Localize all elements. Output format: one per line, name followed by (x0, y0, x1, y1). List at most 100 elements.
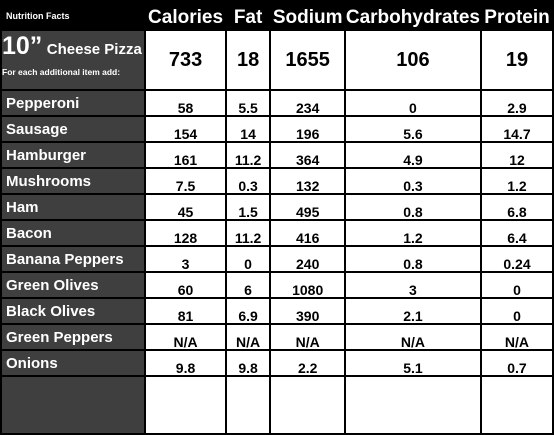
topping-row: Green Olives 60 6 1080 3 0 (2, 273, 552, 297)
topping-fat: 5.5 (226, 91, 270, 115)
topping-name: Sausage (2, 117, 145, 141)
column-header-protein: Protein (481, 2, 552, 29)
topping-fat: 6 (226, 273, 270, 297)
topping-protein: 0 (481, 273, 552, 297)
topping-sodium: 1080 (271, 273, 344, 297)
topping-calories: 9.8 (146, 351, 225, 375)
topping-sodium: 196 (271, 117, 344, 141)
topping-fat: 11.2 (226, 143, 270, 167)
topping-carbohydrates: N/A (345, 325, 480, 349)
topping-name: Pepperoni (2, 91, 145, 115)
empty-cell (146, 377, 225, 433)
topping-row: Hamburger 161 11.2 364 4.9 12 (2, 143, 552, 167)
topping-carbohydrates: 5.1 (345, 351, 480, 375)
topping-calories: 161 (146, 143, 225, 167)
topping-row: Ham 45 1.5 495 0.8 6.8 (2, 195, 552, 219)
topping-calories: 154 (146, 117, 225, 141)
pizza-protein: 19 (481, 31, 552, 89)
column-header-carbohydrates: Carbohydrates (345, 2, 480, 29)
topping-fat: 11.2 (226, 221, 270, 245)
topping-protein: 0.7 (481, 351, 552, 375)
pizza-fat: 18 (226, 31, 270, 89)
topping-carbohydrates: 1.2 (345, 221, 480, 245)
topping-fat: 0.3 (226, 169, 270, 193)
topping-protein: 2.9 (481, 91, 552, 115)
topping-row: Green Peppers N/A N/A N/A N/A N/A (2, 325, 552, 349)
topping-fat: 9.8 (226, 351, 270, 375)
topping-protein: 6.4 (481, 221, 552, 245)
topping-row: Black Olives 81 6.9 390 2.1 0 (2, 299, 552, 323)
topping-name: Mushrooms (2, 169, 145, 193)
topping-carbohydrates: 2.1 (345, 299, 480, 323)
topping-fat: N/A (226, 325, 270, 349)
empty-label-cell (2, 377, 145, 433)
topping-protein: 0 (481, 299, 552, 323)
topping-name: Bacon (2, 221, 145, 245)
topping-sodium: 364 (271, 143, 344, 167)
column-header-fat: Fat (226, 2, 270, 29)
topping-carbohydrates: 0.3 (345, 169, 480, 193)
topping-carbohydrates: 5.6 (345, 117, 480, 141)
topping-sodium: 416 (271, 221, 344, 245)
topping-protein: 6.8 (481, 195, 552, 219)
topping-row: Mushrooms 7.5 0.3 132 0.3 1.2 (2, 169, 552, 193)
column-header-sodium: Sodium (271, 2, 344, 29)
topping-calories: 3 (146, 247, 225, 271)
nutrition-facts-title: Nutrition Facts (2, 2, 145, 29)
topping-protein: 1.2 (481, 169, 552, 193)
topping-sodium: 234 (271, 91, 344, 115)
topping-name: Green Olives (2, 273, 145, 297)
topping-sodium: 390 (271, 299, 344, 323)
column-header-calories: Calories (146, 2, 225, 29)
topping-sodium: 2.2 (271, 351, 344, 375)
pizza-sodium: 1655 (271, 31, 344, 89)
topping-calories: N/A (146, 325, 225, 349)
topping-carbohydrates: 0.8 (345, 195, 480, 219)
topping-protein: 0.24 (481, 247, 552, 271)
topping-calories: 45 (146, 195, 225, 219)
cheese-pizza-row: 10” Cheese Pizza For each additional ite… (2, 31, 552, 89)
topping-name: Hamburger (2, 143, 145, 167)
topping-name: Banana Peppers (2, 247, 145, 271)
pizza-size: 10” (2, 32, 43, 60)
topping-fat: 1.5 (226, 195, 270, 219)
topping-carbohydrates: 0 (345, 91, 480, 115)
topping-row: Pepperoni 58 5.5 234 0 2.9 (2, 91, 552, 115)
topping-fat: 14 (226, 117, 270, 141)
topping-calories: 58 (146, 91, 225, 115)
topping-row: Onions 9.8 9.8 2.2 5.1 0.7 (2, 351, 552, 375)
topping-protein: 14.7 (481, 117, 552, 141)
topping-sodium: N/A (271, 325, 344, 349)
topping-protein: N/A (481, 325, 552, 349)
topping-calories: 7.5 (146, 169, 225, 193)
cheese-pizza-label: 10” Cheese Pizza For each additional ite… (2, 31, 145, 89)
topping-name: Onions (2, 351, 145, 375)
topping-sodium: 495 (271, 195, 344, 219)
topping-calories: 60 (146, 273, 225, 297)
topping-fat: 0 (226, 247, 270, 271)
pizza-name: Cheese Pizza (46, 41, 142, 58)
empty-cell (226, 377, 270, 433)
topping-carbohydrates: 3 (345, 273, 480, 297)
empty-row (2, 377, 552, 433)
topping-fat: 6.9 (226, 299, 270, 323)
topping-calories: 81 (146, 299, 225, 323)
empty-cell (345, 377, 480, 433)
topping-name: Ham (2, 195, 145, 219)
topping-carbohydrates: 0.8 (345, 247, 480, 271)
topping-row: Sausage 154 14 196 5.6 14.7 (2, 117, 552, 141)
topping-row: Bacon 128 11.2 416 1.2 6.4 (2, 221, 552, 245)
topping-row: Banana Peppers 3 0 240 0.8 0.24 (2, 247, 552, 271)
topping-carbohydrates: 4.9 (345, 143, 480, 167)
pizza-carbohydrates: 106 (345, 31, 480, 89)
topping-name: Black Olives (2, 299, 145, 323)
pizza-calories: 733 (146, 31, 225, 89)
empty-cell (481, 377, 552, 433)
additional-item-note: For each additional item add: (2, 67, 121, 77)
empty-cell (271, 377, 344, 433)
topping-protein: 12 (481, 143, 552, 167)
topping-calories: 128 (146, 221, 225, 245)
topping-name: Green Peppers (2, 325, 145, 349)
